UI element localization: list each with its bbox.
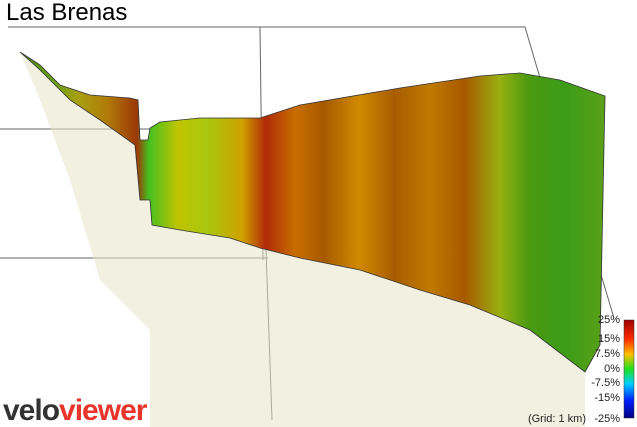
color-scale-labels: 25% 15% 7.5% 0% -7.5% -15% -25% — [591, 314, 620, 425]
scale-label: 7.5% — [595, 348, 620, 360]
scale-label: 15% — [598, 333, 620, 345]
scale-label: -7.5% — [591, 377, 620, 389]
logo-part: velo — [3, 394, 60, 427]
logo-part: viewer — [59, 394, 148, 427]
title: Las Brenas — [6, 0, 127, 26]
color-scale-bar — [623, 319, 635, 419]
scale-label: 0% — [604, 363, 620, 375]
scale-label: 25% — [598, 314, 620, 326]
grid-note: (Grid: 1 km) — [528, 413, 586, 425]
scale-label: -25% — [594, 413, 620, 425]
ground-shadow — [20, 52, 585, 427]
logo: veloviewer — [3, 394, 148, 427]
scale-label: -15% — [594, 392, 620, 404]
profile-wall — [19, 51, 606, 373]
